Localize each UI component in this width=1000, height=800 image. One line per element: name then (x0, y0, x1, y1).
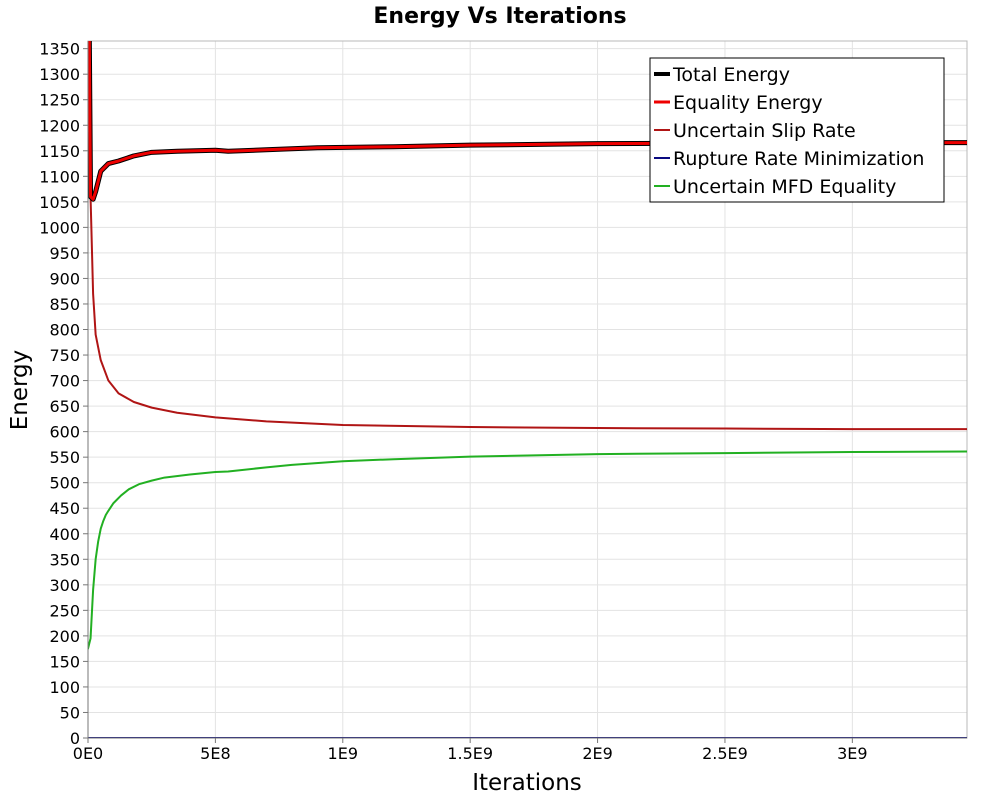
y-tick-label: 750 (49, 346, 80, 365)
y-tick-label: 650 (49, 397, 80, 416)
x-tick-label: 3E9 (837, 744, 867, 763)
y-axis-label: Energy (7, 350, 33, 431)
y-tick-label: 900 (49, 269, 80, 288)
legend-box (649, 57, 945, 203)
x-axis-label: Iterations (472, 770, 582, 796)
y-tick-label: 1050 (39, 193, 80, 212)
y-tick-label: 300 (49, 576, 80, 595)
y-tick-label: 1300 (39, 65, 80, 84)
grid (87, 41, 967, 739)
y-tick-label: 1350 (39, 40, 80, 59)
y-tick-label: 800 (49, 321, 80, 340)
y-tick-label: 700 (49, 372, 80, 391)
y-tick-label: 450 (49, 499, 80, 518)
x-tick-label: 1.5E9 (447, 744, 493, 763)
y-tick-label: 100 (49, 678, 80, 697)
y-tick-label: 1100 (39, 167, 80, 186)
legend-label-rupture-rate-minimization: Rupture Rate Minimization (673, 148, 924, 170)
y-tick-label: 600 (49, 423, 80, 442)
y-tick-label: 250 (49, 601, 80, 620)
tick-labels: 0E0 5E8 1E9 1.5E9 2E9 2.5E9 3E9 0 50 100 150 200 250… (39, 40, 867, 763)
y-tick-label: 200 (49, 627, 80, 646)
x-tick-label: 2.5E9 (702, 744, 748, 763)
legend: Total Energy Equality Energy Uncertain Sli… (649, 57, 945, 203)
y-tick-label: 1150 (39, 142, 80, 161)
y-tick-label: 50 (60, 703, 80, 722)
y-tick-label: 150 (49, 652, 80, 671)
x-tick-label: 5E8 (200, 744, 230, 763)
y-tick-label: 0 (70, 729, 80, 748)
legend-label-uncertain-slip-rate: Uncertain Slip Rate (673, 120, 856, 142)
series-lines (88, 41, 967, 738)
y-tick-label: 400 (49, 525, 80, 544)
y-tick-label: 1250 (39, 91, 80, 110)
x-tick-label: 1E9 (328, 744, 358, 763)
y-tick-label: 1200 (39, 116, 80, 135)
series-line-uncertain-slip-rate (88, 41, 967, 431)
x-tick-label: 0E0 (73, 744, 103, 763)
y-tick-label: 850 (49, 295, 80, 314)
series-line-uncertain-mfd-equality (88, 450, 967, 650)
x-tick-label: 2E9 (582, 744, 612, 763)
y-tick-label: 950 (49, 244, 80, 263)
legend-label-total-energy: Total Energy (672, 64, 790, 86)
series-line-equality-energy (88, 41, 967, 201)
y-tick-label: 350 (49, 550, 80, 569)
y-tick-label: 550 (49, 448, 80, 467)
legend-label-equality-energy: Equality Energy (673, 92, 823, 114)
axes (83, 41, 967, 743)
y-tick-label: 500 (49, 474, 80, 493)
legend-label-uncertain-mfd-equality: Uncertain MFD Equality (673, 176, 896, 198)
y-tick-label: 1000 (39, 218, 80, 237)
chart-title: Energy Vs Iterations (373, 4, 626, 29)
